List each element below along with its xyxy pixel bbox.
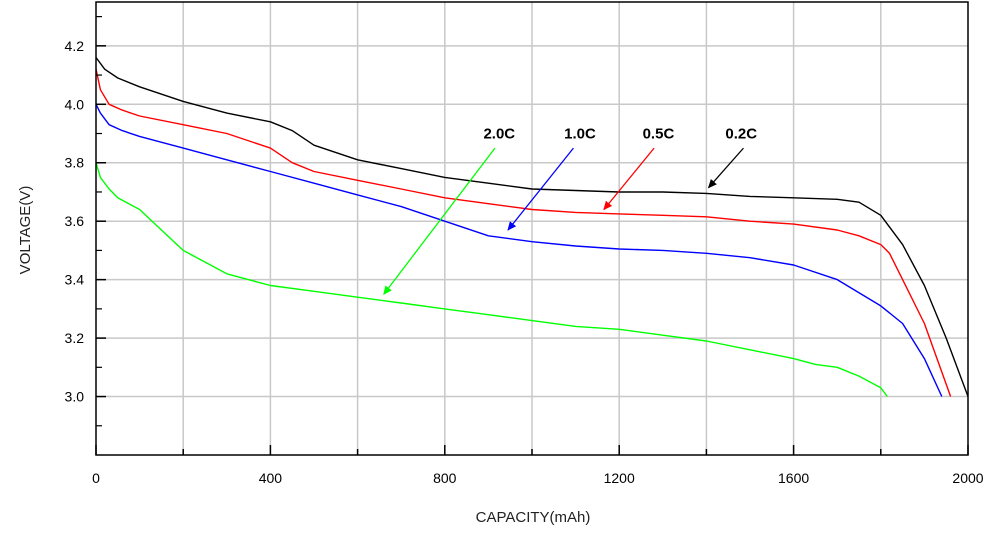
- y-tick-label: 3.0: [65, 389, 85, 405]
- y-tick-label: 3.2: [65, 330, 85, 346]
- annotation-layer: 2.0C 1.0C 0.5C 0.2C: [383, 126, 757, 296]
- x-tick-label: 2000: [952, 470, 983, 486]
- annotation-arrow-2-0C: [383, 147, 496, 296]
- series-line-2-0C: [95, 162, 888, 397]
- y-tick-label: 4.0: [65, 96, 85, 112]
- series-line-0-5C: [95, 69, 952, 397]
- annotation-arrow-1-0C: [507, 147, 574, 231]
- annotation-arrow-0-5C: [603, 147, 655, 211]
- y-tick-label: 4.2: [65, 38, 85, 54]
- x-tick-label: 1200: [604, 470, 635, 486]
- axes: 0 400 800 1200 1600 2000 3.0 3.2 3.4 3.6 3.8 4.0 4.2: [65, 1, 984, 486]
- annotation-label-0-2C: 0.2C: [725, 126, 757, 143]
- annotation-label-2-0C: 2.0C: [483, 126, 515, 143]
- annotation-arrow-0-2C: [707, 147, 744, 189]
- y-tick-label: 3.6: [65, 213, 85, 229]
- grid: [96, 2, 968, 455]
- y-axis-label: VOLTAGE(V): [17, 186, 34, 275]
- x-tick-label: 800: [433, 470, 457, 486]
- series-layer: [95, 57, 969, 397]
- series-line-0-2C: [95, 57, 969, 397]
- annotation-label-1-0C: 1.0C: [564, 126, 596, 143]
- x-tick-label: 0: [92, 470, 100, 486]
- annotation-label-0-5C: 0.5C: [643, 126, 675, 143]
- x-tick-label: 400: [259, 470, 283, 486]
- x-axis-label: CAPACITY(mAh): [476, 509, 591, 526]
- y-tick-label: 3.4: [65, 272, 85, 288]
- series-line-1-0C: [95, 103, 943, 397]
- y-tick-label: 3.8: [65, 155, 85, 171]
- x-tick-label: 1600: [778, 470, 809, 486]
